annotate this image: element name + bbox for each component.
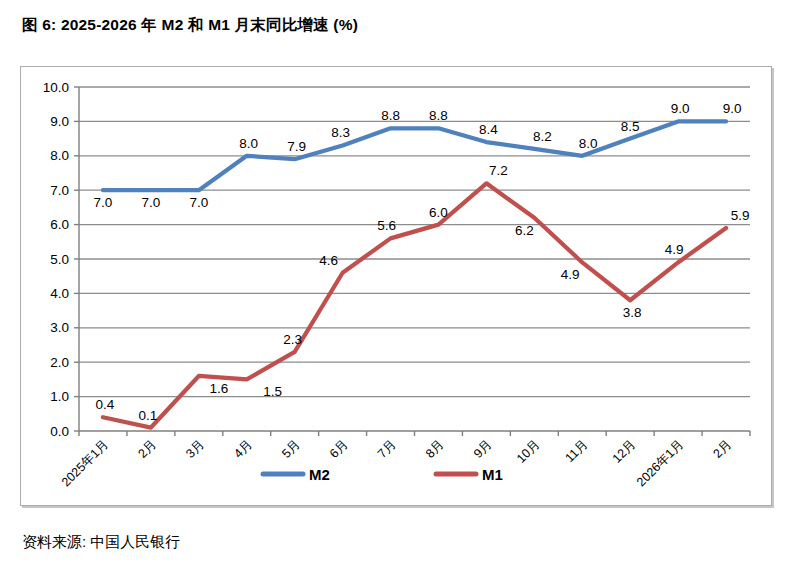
data-label: 7.0 bbox=[94, 195, 113, 210]
x-tick-label: 2月 bbox=[711, 437, 735, 461]
data-label: 6.0 bbox=[429, 205, 448, 220]
x-tick-label: 9月 bbox=[471, 437, 495, 461]
y-tick-label: 9.0 bbox=[50, 114, 69, 129]
x-tick-label: 2025年1月 bbox=[59, 437, 111, 489]
data-label: 7.2 bbox=[489, 163, 508, 178]
y-tick-label: 3.0 bbox=[50, 320, 69, 335]
x-tick-label: 7月 bbox=[375, 437, 399, 461]
axes bbox=[74, 87, 750, 436]
x-tick-label: 11月 bbox=[562, 437, 590, 465]
data-label: 1.5 bbox=[263, 384, 282, 399]
x-tick-label: 2026年1月 bbox=[634, 437, 686, 489]
x-tick-label: 5月 bbox=[279, 437, 303, 461]
data-label: 8.8 bbox=[381, 108, 400, 123]
y-tick-label: 6.0 bbox=[50, 217, 69, 232]
figure-title: 图 6: 2025-2026 年 M2 和 M1 月末同比增速 (%) bbox=[22, 15, 358, 36]
data-label: 3.8 bbox=[623, 305, 642, 320]
line-chart: 0.0 1.0 2.0 3.0 4.0 5.0 6.0 7.0 8.0 9.0 10.0 2025年1… bbox=[21, 67, 769, 503]
data-label: 8.8 bbox=[429, 108, 448, 123]
data-label: 4.9 bbox=[665, 242, 684, 257]
data-label: 9.0 bbox=[723, 101, 742, 116]
data-label: 6.2 bbox=[515, 223, 534, 238]
source-note: 资料来源: 中国人民银行 bbox=[22, 533, 180, 552]
x-tick-label: 10月 bbox=[514, 437, 543, 466]
y-tick-label: 2.0 bbox=[50, 355, 69, 370]
y-tick-label: 7.0 bbox=[50, 183, 69, 198]
legend-m2-label: M2 bbox=[309, 466, 330, 483]
data-label: 8.0 bbox=[239, 136, 258, 151]
y-tick-label: 4.0 bbox=[50, 286, 69, 301]
data-label: 8.4 bbox=[479, 122, 498, 137]
y-tick-label: 10.0 bbox=[43, 80, 69, 95]
y-tick-label: 5.0 bbox=[50, 252, 69, 267]
x-tick-label: 4月 bbox=[231, 437, 255, 461]
x-tick-label: 6月 bbox=[327, 437, 351, 461]
data-label: 4.6 bbox=[319, 253, 338, 268]
data-label: 5.6 bbox=[377, 218, 396, 233]
data-label: 4.9 bbox=[561, 267, 580, 282]
data-label: 8.2 bbox=[533, 129, 552, 144]
x-tick-label: 3月 bbox=[183, 437, 207, 461]
x-tick-label: 8月 bbox=[423, 437, 447, 461]
data-label: 0.4 bbox=[96, 397, 115, 412]
y-tick-label: 0.0 bbox=[50, 424, 69, 439]
data-label: 2.3 bbox=[283, 332, 302, 347]
data-label: 7.9 bbox=[287, 139, 306, 154]
data-label: 7.0 bbox=[142, 195, 161, 210]
data-label: 9.0 bbox=[671, 101, 690, 116]
data-label: 7.0 bbox=[189, 195, 208, 210]
legend: M2 M1 bbox=[263, 466, 503, 483]
data-label: 8.0 bbox=[579, 136, 598, 151]
x-tick-labels: 2025年1月 2月 3月 4月 5月 6月 7月 8月 9月 10月 11月 12月2026年1月 2… bbox=[59, 437, 734, 489]
y-tick-labels: 0.0 1.0 2.0 3.0 4.0 5.0 6.0 7.0 8.0 9.0 10.0 bbox=[43, 80, 69, 439]
data-label: 5.9 bbox=[731, 208, 750, 223]
chart-container: 0.0 1.0 2.0 3.0 4.0 5.0 6.0 7.0 8.0 9.0 10.0 2025年1… bbox=[20, 66, 772, 506]
report-page: 图 6: 2025-2026 年 M2 和 M1 月末同比增速 (%) 0.0 1… bbox=[0, 0, 800, 571]
x-tick-label: 2月 bbox=[135, 437, 159, 461]
data-label: 1.6 bbox=[209, 381, 228, 396]
legend-m1-label: M1 bbox=[482, 466, 503, 483]
y-tick-label: 1.0 bbox=[50, 389, 69, 404]
x-tick-label: 12月 bbox=[610, 437, 639, 466]
y-tick-label: 8.0 bbox=[50, 148, 69, 163]
data-label: 8.3 bbox=[331, 125, 350, 140]
data-label: 8.5 bbox=[621, 119, 640, 134]
data-label: 0.1 bbox=[139, 408, 158, 423]
